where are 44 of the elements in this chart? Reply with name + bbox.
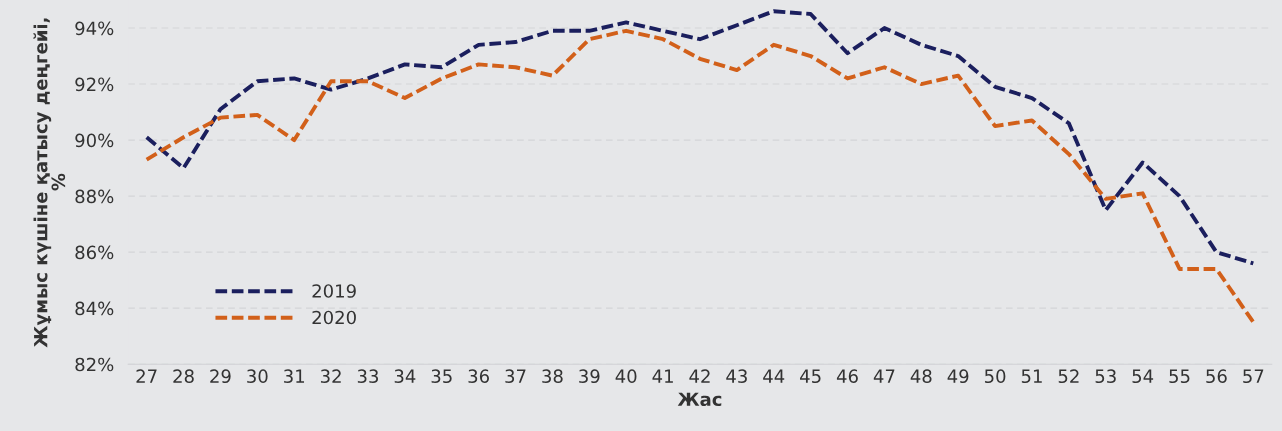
x-tick-label: 39 — [579, 369, 600, 384]
x-tick-label: 51 — [1021, 369, 1042, 384]
y-tick-label: 84% — [75, 301, 114, 316]
x-tick-label: 27 — [136, 369, 157, 383]
x-tick-label: 44 — [763, 369, 785, 383]
line-series — [144, 9, 1256, 266]
x-tick-label: 56 — [1206, 369, 1227, 384]
x-tick-label: 50 — [984, 369, 1006, 384]
x-axis-title: Жас — [677, 392, 722, 407]
x-tick-label: 33 — [357, 369, 379, 384]
x-tick-label: 42 — [689, 369, 710, 383]
y-tick-label: 94% — [75, 21, 114, 36]
x-tick-label: 48 — [910, 369, 932, 384]
line-series — [144, 28, 1256, 325]
y-tick-label: 88% — [75, 189, 114, 204]
legend-label: 2020 — [312, 310, 356, 325]
x-tick-label: 34 — [394, 369, 416, 384]
x-tick-label: 49 — [947, 369, 969, 384]
x-tick-label: 57 — [1243, 369, 1264, 384]
x-tick-label: 32 — [320, 369, 341, 384]
x-tick-label: 30 — [247, 369, 268, 384]
x-tick-label: 47 — [873, 369, 895, 383]
x-tick-label: 53 — [1095, 369, 1116, 384]
x-tick-label: 52 — [1058, 369, 1079, 384]
x-tick-label: 45 — [800, 369, 821, 384]
y-tick-label: 92% — [75, 77, 114, 92]
x-tick-label: 31 — [284, 369, 305, 384]
x-tick-label: 40 — [615, 369, 637, 384]
x-tick-label: 29 — [210, 369, 231, 384]
x-tick-label: 41 — [652, 369, 673, 383]
legend-label: 2019 — [312, 284, 356, 298]
y-tick-label: 82% — [75, 357, 114, 372]
y-tick-label: 86% — [75, 245, 114, 260]
y-tick-label: 90% — [75, 133, 114, 148]
x-tick-label: 35 — [431, 369, 452, 384]
x-tick-label: 43 — [726, 369, 747, 384]
x-tick-label: 54 — [1132, 369, 1154, 384]
x-tick-label: 37 — [505, 369, 526, 384]
x-tick-label: 28 — [173, 369, 194, 384]
x-tick-label: 46 — [836, 369, 858, 384]
x-tick-label: 36 — [468, 369, 489, 384]
y-axis-title: Жұмыс күшіне қатысу деңгейі, % — [33, 18, 66, 348]
x-tick-label: 55 — [1169, 369, 1190, 384]
x-tick-label: 38 — [542, 369, 563, 384]
